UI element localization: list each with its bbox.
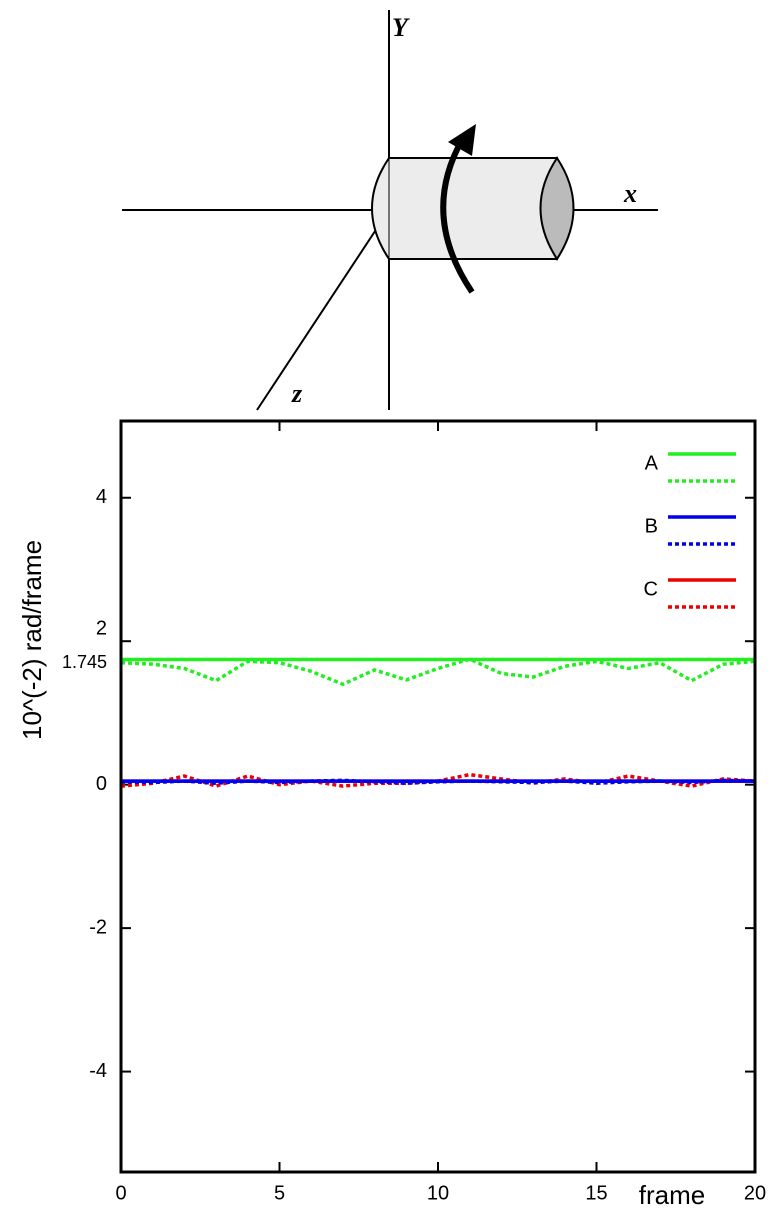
cylinder-body [371, 157, 558, 260]
rotation-arrow [440, 138, 475, 294]
y-tick-label: -2 [89, 916, 107, 938]
diagram-y-label: Y [392, 13, 410, 42]
y-tick-label: 2 [96, 617, 107, 639]
z-axis-line [256, 209, 390, 411]
y-tick-label: -4 [89, 1060, 107, 1082]
y-tick-label: 1.745 [62, 652, 107, 672]
x-tick-label: 5 [274, 1182, 285, 1204]
legend-label: A [645, 452, 659, 474]
x-tick-label: 10 [427, 1182, 449, 1204]
rotation-arrowhead [448, 124, 476, 156]
axes-diagram [122, 10, 658, 411]
series-line [120, 657, 756, 687]
plot-frame [119, 419, 757, 1174]
diagram-z-label: z [291, 379, 303, 408]
x-tick-label: 20 [744, 1182, 766, 1204]
y-tick-label: 0 [96, 773, 107, 795]
x-tick-label: 0 [115, 1182, 126, 1204]
legend-label: C [644, 578, 658, 600]
diagram-x-label: x [623, 179, 637, 208]
y-axis-label: 10^(-2) rad/frame [17, 540, 47, 740]
x-tick-label: 15 [585, 1182, 607, 1204]
cylinder-cap [539, 156, 575, 261]
y-tick-label: 4 [96, 486, 107, 508]
legend-label: B [645, 515, 658, 537]
x-axis-label: frame [639, 1180, 705, 1210]
